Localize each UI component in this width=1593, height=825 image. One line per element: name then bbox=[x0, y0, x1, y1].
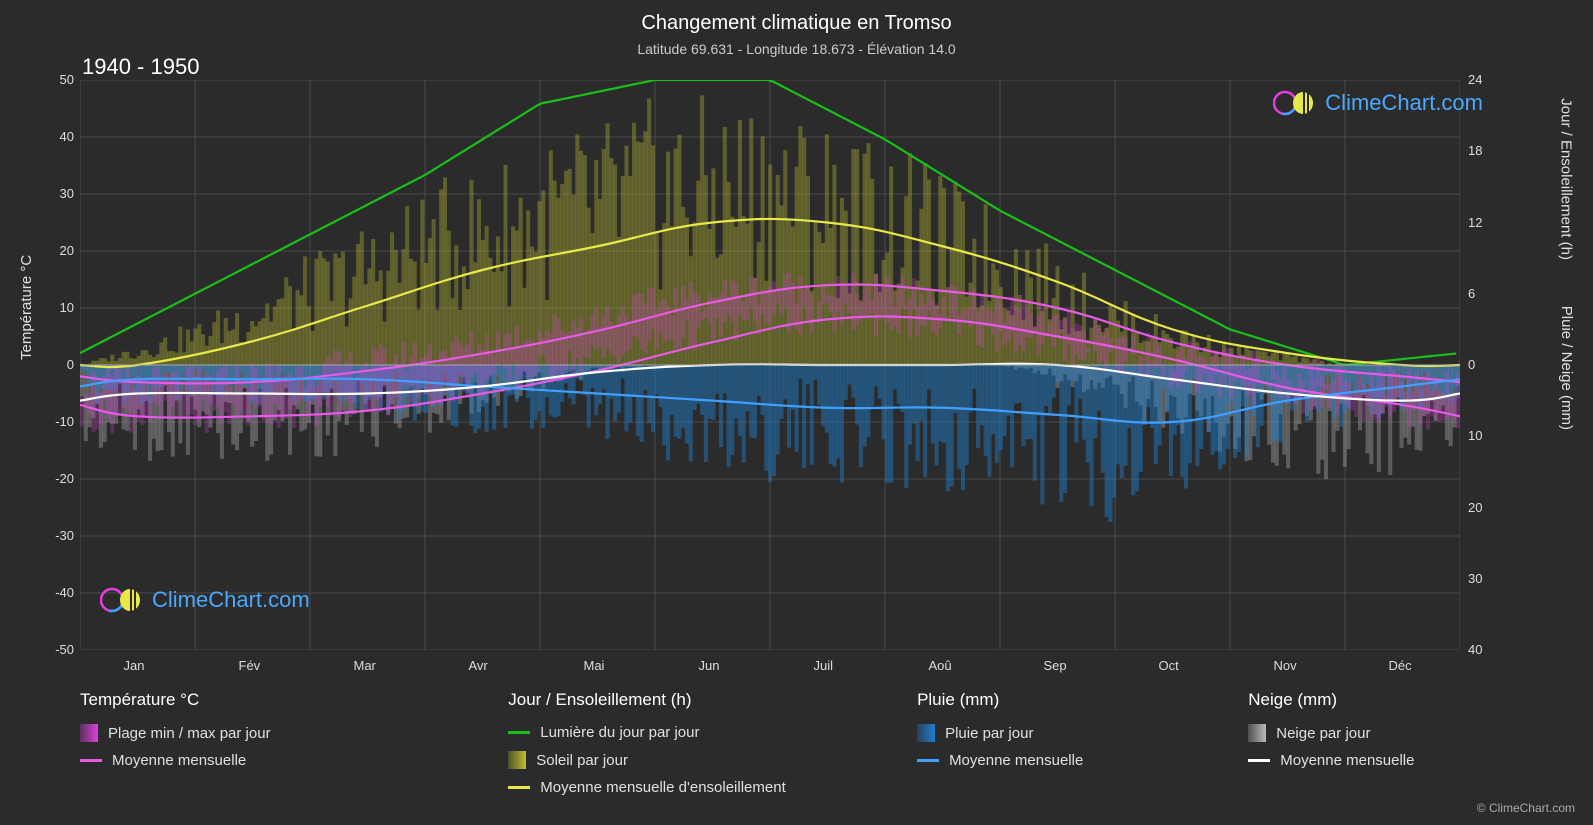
y-left-tick: -30 bbox=[55, 528, 74, 543]
legend-item: Moyenne mensuelle bbox=[1248, 752, 1520, 769]
legend-item: Lumière du jour par jour bbox=[508, 724, 877, 741]
x-month-tick: Juil bbox=[814, 658, 834, 673]
legend-item: Pluie par jour bbox=[917, 724, 1208, 742]
copyright-text: © ClimeChart.com bbox=[1477, 801, 1575, 815]
legend-swatch bbox=[917, 724, 935, 742]
legend-label: Moyenne mensuelle d'ensoleillement bbox=[540, 779, 786, 796]
y-right-top-tick: 18 bbox=[1468, 143, 1482, 158]
y-right-bot-tick: 40 bbox=[1468, 642, 1482, 657]
legend-col: Jour / Ensoleillement (h) Lumière du jour… bbox=[508, 690, 877, 796]
watermark-top: ClimeChart.com bbox=[1273, 88, 1483, 118]
x-month-tick: Oct bbox=[1159, 658, 1179, 673]
chart-subtitle: Latitude 69.631 - Longitude 18.673 - Élé… bbox=[0, 41, 1593, 57]
legend-swatch bbox=[508, 786, 530, 789]
legend-swatch bbox=[917, 759, 939, 762]
x-month-tick: Déc bbox=[1389, 658, 1412, 673]
x-month-tick: Fév bbox=[239, 658, 261, 673]
y-right-top-axis-label: Jour / Ensoleillement (h) bbox=[1558, 98, 1575, 260]
legend-col: Température °C Plage min / max par jour Mo… bbox=[80, 690, 468, 796]
y-right-top-tick: 6 bbox=[1468, 286, 1475, 301]
legend-swatch bbox=[508, 731, 530, 734]
y-left-tick: 20 bbox=[60, 243, 74, 258]
plot-svg bbox=[80, 80, 1460, 650]
y-right-bot-axis-label: Pluie / Neige (mm) bbox=[1558, 306, 1575, 430]
legend-item: Moyenne mensuelle bbox=[80, 752, 468, 769]
watermark-text: ClimeChart.com bbox=[1325, 90, 1483, 116]
year-range-label: 1940 - 1950 bbox=[82, 54, 199, 80]
x-month-tick: Mar bbox=[354, 658, 376, 673]
legend-label: Plage min / max par jour bbox=[108, 725, 271, 742]
legend-swatch bbox=[80, 759, 102, 762]
y-left-tick: -50 bbox=[55, 642, 74, 657]
y-right-top-tick: 24 bbox=[1468, 72, 1482, 87]
legend: Température °C Plage min / max par jour Mo… bbox=[80, 690, 1520, 796]
legend-col: Neige (mm) Neige par jour Moyenne mensuell… bbox=[1248, 690, 1520, 796]
legend-col: Pluie (mm) Pluie par jour Moyenne mensuell… bbox=[917, 690, 1208, 796]
x-month-tick: Mai bbox=[584, 658, 605, 673]
y-left-tick: -10 bbox=[55, 414, 74, 429]
legend-label: Pluie par jour bbox=[945, 725, 1033, 742]
y-right-top-tick: 12 bbox=[1468, 215, 1482, 230]
legend-item: Soleil par jour bbox=[508, 751, 877, 769]
legend-swatch bbox=[508, 751, 526, 769]
y-left-tick: 40 bbox=[60, 129, 74, 144]
legend-item: Moyenne mensuelle d'ensoleillement bbox=[508, 779, 877, 796]
y-left-axis-label: Température °C bbox=[18, 255, 35, 360]
y-left-tick: 0 bbox=[67, 357, 74, 372]
legend-swatch bbox=[1248, 759, 1270, 762]
legend-header: Température °C bbox=[80, 690, 468, 710]
x-month-tick: Sep bbox=[1044, 658, 1067, 673]
chart-title: Changement climatique en Tromso bbox=[0, 0, 1593, 35]
y-left-tick: -40 bbox=[55, 585, 74, 600]
legend-label: Lumière du jour par jour bbox=[540, 724, 699, 741]
legend-label: Moyenne mensuelle bbox=[1280, 752, 1414, 769]
y-left-tick: -20 bbox=[55, 471, 74, 486]
plot-area bbox=[80, 80, 1460, 650]
x-month-tick: Aoû bbox=[929, 658, 952, 673]
x-month-tick: Jun bbox=[699, 658, 720, 673]
legend-swatch bbox=[1248, 724, 1266, 742]
x-month-tick: Avr bbox=[469, 658, 488, 673]
legend-item: Plage min / max par jour bbox=[80, 724, 468, 742]
legend-label: Moyenne mensuelle bbox=[949, 752, 1083, 769]
legend-header: Jour / Ensoleillement (h) bbox=[508, 690, 877, 710]
legend-header: Neige (mm) bbox=[1248, 690, 1520, 710]
legend-item: Neige par jour bbox=[1248, 724, 1520, 742]
y-left-tick: 30 bbox=[60, 186, 74, 201]
legend-swatch bbox=[80, 724, 98, 742]
x-month-tick: Nov bbox=[1274, 658, 1297, 673]
y-left-tick: 50 bbox=[60, 72, 74, 87]
watermark-bottom: ClimeChart.com bbox=[100, 585, 310, 615]
y-right-top-tick: 0 bbox=[1468, 357, 1475, 372]
watermark-text: ClimeChart.com bbox=[152, 587, 310, 613]
legend-label: Neige par jour bbox=[1276, 725, 1370, 742]
chart-container: Changement climatique en Tromso Latitude… bbox=[0, 0, 1593, 825]
y-left-tick: 10 bbox=[60, 300, 74, 315]
legend-label: Soleil par jour bbox=[536, 752, 628, 769]
legend-item: Moyenne mensuelle bbox=[917, 752, 1208, 769]
legend-header: Pluie (mm) bbox=[917, 690, 1208, 710]
x-month-tick: Jan bbox=[124, 658, 145, 673]
y-right-bot-tick: 20 bbox=[1468, 500, 1482, 515]
y-right-bot-tick: 30 bbox=[1468, 571, 1482, 586]
legend-label: Moyenne mensuelle bbox=[112, 752, 246, 769]
y-right-bot-tick: 10 bbox=[1468, 428, 1482, 443]
